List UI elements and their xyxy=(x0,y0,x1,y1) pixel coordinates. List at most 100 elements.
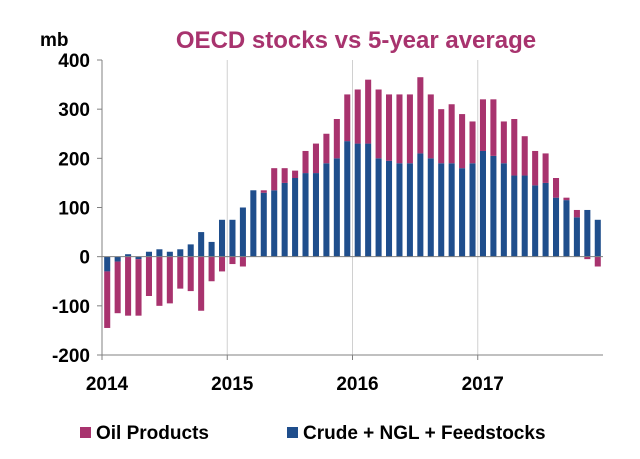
bar-oil-products xyxy=(469,121,476,164)
legend-swatch xyxy=(80,427,91,438)
bar-oil-products xyxy=(302,150,309,174)
bar-crude xyxy=(156,249,163,257)
bar-oil-products xyxy=(292,170,299,179)
bar-crude xyxy=(125,254,132,257)
bar-crude xyxy=(239,207,246,257)
bar-crude xyxy=(417,153,424,257)
y-tick-label: 400 xyxy=(58,51,90,72)
bar-oil-products xyxy=(125,256,132,316)
bar-crude xyxy=(219,219,226,257)
bar-crude xyxy=(594,219,601,257)
bar-oil-products xyxy=(417,77,424,154)
bar-oil-products xyxy=(229,256,236,265)
bar-crude xyxy=(104,256,111,272)
bar-oil-products xyxy=(156,256,163,306)
bar-crude xyxy=(260,192,267,257)
bar-oil-products xyxy=(375,89,382,159)
bar-crude xyxy=(323,163,330,257)
bar-crude xyxy=(469,163,476,257)
bar-crude xyxy=(354,143,361,257)
bar-oil-products xyxy=(511,119,518,176)
bar-oil-products xyxy=(239,256,246,267)
bar-crude xyxy=(500,163,507,257)
bar-oil-products xyxy=(354,89,361,144)
y-axis-unit: mb xyxy=(40,30,69,51)
legend: Oil Products Crude + NGL + Feedstocks xyxy=(80,423,546,444)
bar-oil-products xyxy=(177,256,184,289)
bar-crude xyxy=(365,143,372,257)
bar-crude xyxy=(114,256,121,262)
bar-oil-products xyxy=(365,79,372,144)
bar-oil-products xyxy=(532,150,539,186)
bar-crude xyxy=(448,163,455,257)
bar-crude xyxy=(292,178,299,257)
bar-oil-products xyxy=(135,259,142,316)
bar-crude xyxy=(438,163,445,257)
legend-label: Crude + NGL + Feedstocks xyxy=(303,423,546,444)
bar-oil-products xyxy=(114,261,121,314)
bar-oil-products xyxy=(500,121,507,164)
bar-crude xyxy=(344,141,351,257)
chart-title: OECD stocks vs 5-year average xyxy=(176,27,536,54)
bar-crude xyxy=(553,197,560,257)
bar-crude xyxy=(406,163,413,257)
bar-crude xyxy=(312,173,319,257)
y-tick-labels: 400 300 200 100 0 -100 -200 xyxy=(52,51,90,367)
x-tick-labels: 2014 2015 2016 2017 xyxy=(86,374,504,395)
bar-crude xyxy=(532,185,539,257)
bar-crude xyxy=(135,256,142,260)
bar-oil-products xyxy=(479,99,486,151)
bar-crude xyxy=(459,168,466,257)
bar-oil-products xyxy=(448,104,455,164)
axes xyxy=(97,59,603,360)
bar-crude xyxy=(584,209,591,257)
bar-oil-products xyxy=(323,133,330,164)
bar-crude xyxy=(375,158,382,257)
bar-crude xyxy=(177,249,184,257)
bar-crude xyxy=(250,190,257,257)
x-tick-label: 2016 xyxy=(336,374,378,395)
y-tick-label: 100 xyxy=(58,199,90,220)
y-tick-label: 200 xyxy=(58,149,90,170)
bar-crude xyxy=(281,182,288,257)
bar-crude xyxy=(208,241,215,257)
bar-crude xyxy=(479,150,486,257)
bar-oil-products xyxy=(260,190,267,193)
bar-crude xyxy=(333,158,340,257)
bar-crude xyxy=(542,182,549,257)
bar-oil-products xyxy=(406,94,413,164)
bar-oil-products xyxy=(490,99,497,156)
legend-label: Oil Products xyxy=(96,423,209,444)
bar-oil-products xyxy=(281,168,288,183)
bar-oil-products xyxy=(563,197,570,201)
bar-crude xyxy=(187,244,194,257)
bar-oil-products xyxy=(312,143,319,174)
bar-oil-products xyxy=(208,256,215,282)
bar-oil-products xyxy=(396,94,403,164)
bar-oil-products xyxy=(573,209,580,218)
bar-crude xyxy=(229,219,236,257)
bar-oil-products xyxy=(187,256,194,292)
bar-oil-products xyxy=(333,119,340,159)
bar-oil-products xyxy=(198,256,205,311)
bar-oil-products xyxy=(521,136,528,176)
bar-oil-products xyxy=(145,256,152,296)
bar-crude xyxy=(386,160,393,257)
bar-crude xyxy=(563,200,570,257)
bar-crude xyxy=(198,232,205,257)
x-tick-label: 2017 xyxy=(462,374,504,395)
bar-oil-products xyxy=(542,153,549,183)
bar-oil-products xyxy=(344,94,351,142)
bar-crude xyxy=(521,175,528,257)
x-tick-label: 2014 xyxy=(86,374,129,395)
y-tick-label: 0 xyxy=(79,248,90,269)
legend-swatch xyxy=(287,427,298,438)
bar-oil-products xyxy=(438,109,445,164)
bar-oil-products xyxy=(104,271,111,328)
bar-crude xyxy=(145,251,152,257)
bar-crude xyxy=(490,155,497,257)
y-tick-label: 300 xyxy=(58,100,90,121)
bar-oil-products xyxy=(459,114,466,169)
bars xyxy=(104,77,601,328)
